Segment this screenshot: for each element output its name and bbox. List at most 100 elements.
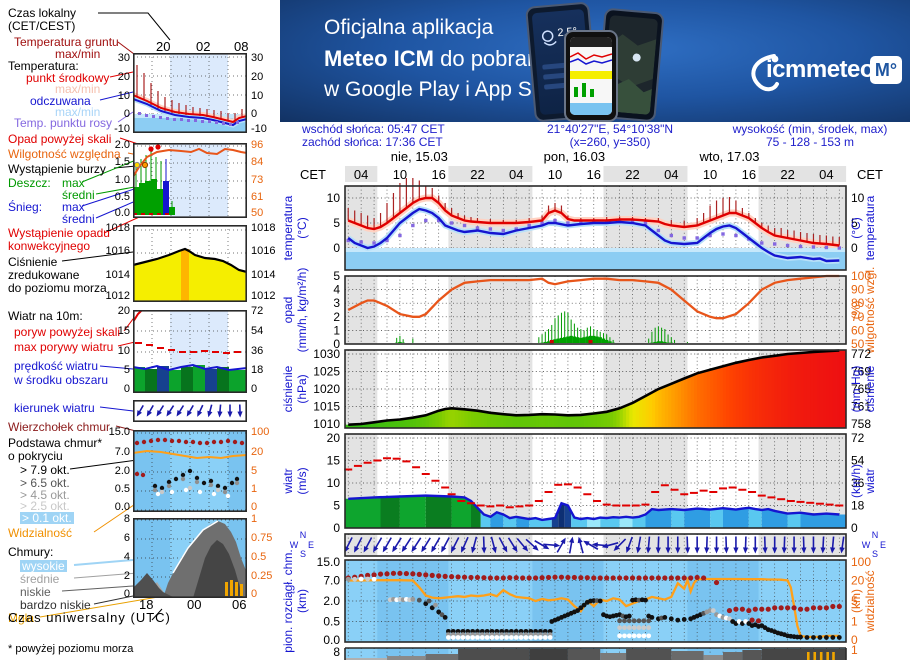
cloud-base-dot <box>727 616 732 622</box>
pressure-fill-slice <box>716 367 721 428</box>
logo-badge: M° <box>870 56 902 84</box>
hour-label: 16 <box>431 167 445 182</box>
ytick-left: 15 <box>327 454 341 468</box>
pressure-fill-slice <box>587 414 591 428</box>
app-banner[interactable]: Oficjalna aplikacja Meteo ICM do pobrani… <box>280 0 910 122</box>
cloud-top-dot <box>520 575 526 581</box>
legend-label: Ciśnienie <box>8 255 58 269</box>
dew-point-dot <box>760 241 764 245</box>
pressure-fill-slice <box>474 410 478 428</box>
wind-direction-arrowhead <box>675 547 681 554</box>
pressure-fill-slice <box>748 359 753 428</box>
ytick-right: 80 <box>851 296 865 310</box>
wind-speed-fill <box>800 512 847 528</box>
cloud-base-dot <box>622 625 627 631</box>
pressure-fill-slice <box>651 391 656 428</box>
pressure-fill-slice <box>661 387 666 428</box>
cloud-top-dot <box>365 572 371 578</box>
cloud-base-dot <box>622 633 627 639</box>
cloud-top-dot <box>765 606 771 612</box>
pressure-fill-slice <box>406 418 411 428</box>
legend-label: do poziomu morza <box>8 281 107 295</box>
pressure-fill-slice <box>596 412 601 428</box>
cloud-base-dot <box>538 628 543 634</box>
rain-mean-bar <box>608 341 612 343</box>
cloud-base-dot <box>617 625 623 631</box>
pressure-fill-slice <box>781 354 785 428</box>
legend-label: max/min <box>55 105 101 119</box>
cloud-base-dot <box>465 628 471 634</box>
dew-point-dot <box>734 233 738 238</box>
cloud-base-dot <box>617 618 623 624</box>
axis-title: (°C) <box>295 217 309 238</box>
legend-label: Deszcz: <box>8 176 51 190</box>
wind-direction-arrowhead <box>146 410 153 417</box>
mini-ytick-left: 1016 <box>105 245 130 257</box>
ytick-left: 15.0 <box>317 555 341 569</box>
cloud-base-dot <box>513 635 519 640</box>
ytick-left: 10 <box>327 476 341 490</box>
fog-bar <box>832 652 835 660</box>
mini-hour-label-top: 08 <box>234 39 249 54</box>
pressure-fill-slice <box>768 356 772 428</box>
axis-title: ciśnienie <box>863 365 877 412</box>
mini-ytick-left: 0.0 <box>114 207 130 219</box>
pressure-fill-slice <box>803 352 808 428</box>
pressure-fill-slice <box>648 393 653 428</box>
ytick-right: 50 <box>851 337 865 351</box>
mini-ytick-left: 1014 <box>105 269 130 281</box>
wind-direction-arrowhead <box>569 536 575 543</box>
dew-point-dot <box>566 221 570 225</box>
cloud-base-dot <box>646 625 652 631</box>
cloud-base-dot <box>445 635 451 640</box>
pressure-fill-slice <box>467 409 472 428</box>
axis-title: temperatura <box>863 195 877 260</box>
cloud-base-dot <box>547 635 553 640</box>
pressure-fill-slice <box>593 413 598 428</box>
wind-direction-arrowhead <box>176 410 182 417</box>
cloud-top-dot <box>681 575 687 581</box>
dew-point-dot <box>475 226 480 230</box>
panel-pressure: 1030 1025 1020 1015 1010 772 769 765 761 758 ciśni… <box>281 347 877 431</box>
pressure-fill-slice <box>380 421 385 428</box>
pressure-fill-slice <box>739 361 743 428</box>
dew-point-dot <box>385 238 389 243</box>
mini-ytick-right: 54 <box>251 325 264 337</box>
wind-speed-fill <box>761 509 788 528</box>
pressure-fill-slice <box>806 352 811 428</box>
cloud-base-dot <box>830 635 836 640</box>
ytick-right: 0 <box>851 633 858 647</box>
ytick-left: 0 <box>333 337 340 351</box>
pressure-fill-slice <box>726 364 730 428</box>
hour-label: 10 <box>548 167 562 182</box>
rain-mean-bar <box>582 337 586 343</box>
cloud-base-dot <box>646 633 652 639</box>
cloud-base-dot <box>479 628 485 634</box>
pressure-fill-slice <box>745 360 750 428</box>
pressure-fill-slice <box>732 363 737 428</box>
pressure-fill-slice <box>493 413 498 428</box>
cloud-base-dot <box>499 628 505 634</box>
cloud-top-dot <box>675 575 681 581</box>
pressure-fill-slice <box>842 350 847 428</box>
cloud-top-dot <box>752 606 758 612</box>
rain-mean-bar <box>562 337 567 343</box>
cloud-base-dot <box>581 602 587 608</box>
pressure-fill-slice <box>512 415 517 428</box>
mini-ytick-right: 73 <box>251 174 264 186</box>
cloud-base-dot <box>475 628 480 634</box>
legend-label: > 7.9 okt. <box>20 463 70 477</box>
wind-direction-arrowhead <box>601 543 609 549</box>
wind-direction-arrowhead <box>411 545 417 553</box>
cloud-top-dot <box>403 570 409 577</box>
cloud-base-dot <box>439 612 445 618</box>
ytick-right: 60 <box>851 323 865 337</box>
legend-label: > 2.5 okt. <box>20 499 70 513</box>
pressure-fill-slice <box>609 410 614 428</box>
rain-mean-bar <box>592 335 596 343</box>
wind-direction-arrowhead <box>713 547 720 554</box>
cloud-base-dot <box>484 628 490 634</box>
pressure-fill-slice <box>671 383 675 428</box>
pressure-fill-slice <box>590 413 595 428</box>
mini-ytick-right: -10 <box>251 123 267 135</box>
